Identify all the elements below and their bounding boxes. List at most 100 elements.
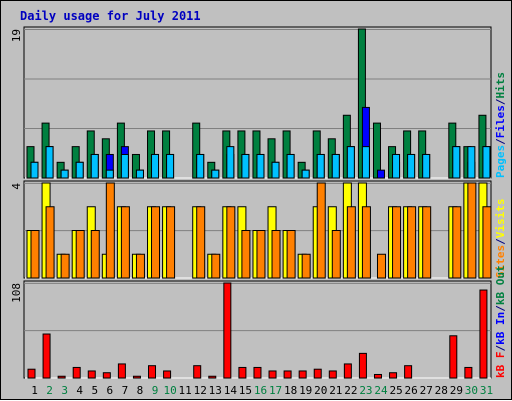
bar-hits-pages-26 — [407, 153, 416, 179]
bar-visits-sites-27 — [422, 206, 432, 279]
bar-kbytes-kb-f-17 — [268, 370, 277, 379]
bar-visits-sites-14 — [226, 206, 236, 279]
bar-visits-sites-25 — [392, 206, 402, 279]
bar-hits-pages-19 — [301, 169, 310, 179]
bar-kbytes-kb-f-7 — [117, 363, 126, 379]
x-tick-label-30: 30 — [465, 384, 478, 397]
bar-kbytes-kb-f-26 — [404, 365, 413, 379]
legend-item: / — [494, 305, 507, 312]
bar-kbytes-kb-f-21 — [328, 370, 337, 379]
bar-visits-sites-22 — [346, 206, 356, 279]
x-tick-label-2: 2 — [46, 384, 53, 397]
bar-visits-sites-23 — [361, 206, 371, 279]
bar-visits-sites-5 — [90, 230, 100, 279]
panel-visits: 4 Sites/Visits — [10, 180, 507, 279]
legend-text-hits: Pages/Files/Hits — [494, 72, 507, 178]
bar-visits-sites-2 — [45, 206, 55, 279]
x-tick-label-11: 11 — [179, 384, 192, 397]
bar-hits-pages-22 — [346, 146, 355, 179]
bar-visits-sites-13 — [211, 253, 221, 279]
bar-kbytes-kb-f-3 — [57, 375, 66, 379]
legend-item: / — [494, 98, 507, 105]
legend-item: kB In — [494, 312, 507, 345]
x-tick-label-16: 16 — [254, 384, 267, 397]
bar-kbytes-kb-f-12 — [193, 365, 202, 379]
bar-visits-sites-7 — [120, 206, 130, 279]
x-tick-label-28: 28 — [435, 384, 448, 397]
bar-hits-pages-4 — [75, 161, 84, 179]
x-tick-label-22: 22 — [344, 384, 357, 397]
bar-kbytes-kb-f-15 — [238, 366, 247, 379]
bar-hits-pages-13 — [211, 169, 220, 179]
bar-kbytes-kb-f-6 — [102, 372, 111, 379]
x-tick-label-12: 12 — [194, 384, 207, 397]
bar-kbytes-kb-f-23 — [358, 352, 367, 379]
x-tick-label-21: 21 — [329, 384, 342, 397]
bar-visits-sites-6 — [105, 182, 115, 279]
bar-visits-sites-10 — [166, 206, 176, 279]
x-tick-label-17: 17 — [269, 384, 282, 397]
x-tick-label-10: 10 — [163, 384, 176, 397]
x-tick-label-7: 7 — [122, 384, 129, 397]
bar-visits-sites-29 — [452, 206, 462, 279]
bar-hits-pages-5 — [90, 153, 99, 179]
bar-hits-pages-10 — [166, 153, 175, 179]
bar-hits-pages-30 — [467, 146, 476, 179]
bar-hits-pages-16 — [256, 153, 265, 179]
x-tick-label-13: 13 — [209, 384, 222, 397]
bar-visits-sites-8 — [135, 253, 145, 279]
bar-visits-sites-4 — [75, 230, 85, 279]
bar-hits-pages-27 — [422, 153, 431, 179]
bar-kbytes-kb-f-25 — [389, 372, 398, 379]
panel-hits: 19 Pages/Files/Hits — [10, 26, 507, 179]
legend-item: Files — [494, 105, 507, 138]
legend-item: Hits — [494, 72, 507, 99]
bar-kbytes-kb-f-31 — [479, 289, 488, 379]
x-tick-label-25: 25 — [389, 384, 402, 397]
bar-hits-pages-15 — [241, 153, 250, 179]
bar-kbytes-kb-f-16 — [253, 366, 262, 379]
bar-kbytes-kb-f-10 — [163, 370, 172, 379]
bar-visits-sites-24 — [376, 253, 386, 279]
bar-hits-pages-7 — [120, 153, 129, 179]
x-tick-label-18: 18 — [284, 384, 297, 397]
bar-hits-pages-25 — [392, 153, 401, 179]
bar-hits-pages-1 — [30, 161, 39, 179]
y-max-label-kbytes: 108 — [10, 283, 23, 303]
chart-title: Daily usage for July 2011 — [20, 9, 201, 23]
bar-visits-sites-19 — [301, 253, 311, 279]
bar-kbytes-kb-f-14 — [223, 282, 232, 379]
legend-hits: Pages/Files/Hits — [494, 72, 507, 178]
bar-kbytes-kb-f-4 — [72, 366, 81, 379]
bar-kbytes-kb-f-19 — [298, 370, 307, 379]
bar-visits-sites-16 — [256, 230, 266, 279]
legend-text-visits: Sites/Visits — [494, 199, 507, 279]
bar-visits-sites-31 — [482, 206, 492, 279]
x-tick-label-8: 8 — [137, 384, 144, 397]
bar-hits-pages-20 — [316, 153, 325, 179]
bar-hits-pages-17 — [271, 161, 280, 179]
bar-visits-sites-21 — [331, 230, 341, 279]
legend-item: kB Out — [494, 265, 507, 305]
x-tick-label-31: 31 — [480, 384, 493, 397]
legend-item: kB F — [494, 352, 507, 379]
bar-hits-pages-14 — [226, 146, 235, 179]
bar-visits-sites-1 — [30, 230, 40, 279]
bar-visits-sites-18 — [286, 230, 296, 279]
y-max-label-hits: 19 — [10, 29, 23, 42]
legend-kbytes: kB F/kB In/kB Out — [494, 265, 507, 378]
x-tick-label-19: 19 — [299, 384, 312, 397]
bar-kbytes-kb-f-22 — [343, 363, 352, 379]
legend-visits: Sites/Visits — [494, 199, 507, 279]
legend-text-kbytes: kB F/kB In/kB Out — [494, 265, 507, 378]
x-tick-label-27: 27 — [420, 384, 433, 397]
x-tick-label-9: 9 — [152, 384, 159, 397]
bar-hits-pages-3 — [60, 169, 69, 179]
x-tick-label-5: 5 — [91, 384, 98, 397]
bar-hits-pages-31 — [482, 146, 491, 179]
x-tick-label-26: 26 — [405, 384, 418, 397]
bar-hits-pages-12 — [196, 153, 205, 179]
legend-item: / — [494, 138, 507, 145]
